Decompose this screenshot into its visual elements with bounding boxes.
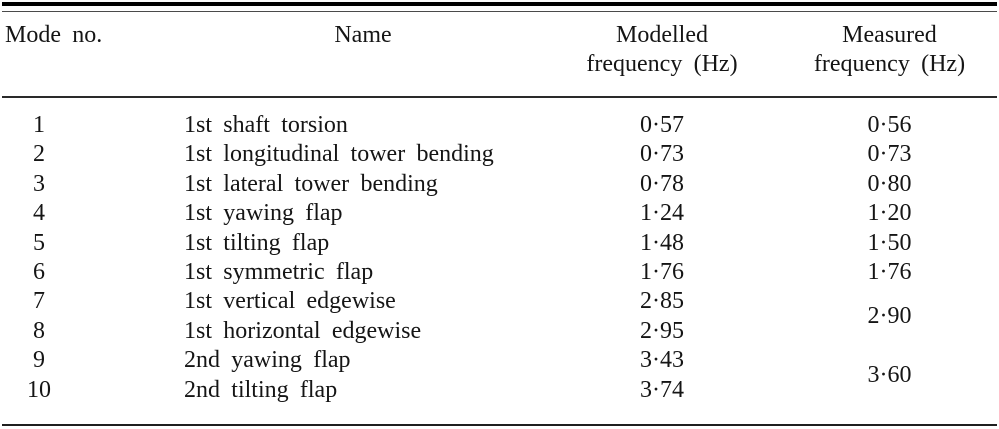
- mode-name-cell: 2nd yawing flap: [184, 347, 351, 374]
- header-name: Name: [122, 12, 542, 98]
- mode-name-cell: 1st shaft torsion: [184, 112, 348, 138]
- frequency-table: Mode no. Name Modelled frequency (Hz) Me…: [2, 12, 997, 405]
- mode-no-cell: 3: [33, 170, 45, 197]
- bottom-rule: [2, 424, 997, 427]
- table-row: 5 1st tilting flap 1·48 1·50: [2, 229, 997, 258]
- mode-name-cell: 1st yawing flap: [184, 200, 343, 227]
- measured-frequency-cell: 0·73: [867, 141, 912, 168]
- header-modelled-line1: Modelled: [616, 22, 708, 48]
- header-modelled-frequency: Modelled frequency (Hz): [542, 12, 782, 98]
- modelled-frequency-cell: 1·48: [640, 229, 684, 256]
- modelled-frequency-cell: 0·57: [640, 112, 684, 138]
- header-mode-no: Mode no.: [2, 12, 122, 98]
- mode-name-cell: 1st horizontal edgewise: [184, 317, 422, 344]
- top-rule-thick: [2, 2, 997, 6]
- table-row: 9 2nd yawing flap 3·43 3·60: [2, 346, 997, 388]
- table-row: 2 1st longitudinal tower bending 0·73 0·73: [2, 140, 997, 169]
- measured-frequency-cell: 2·90: [867, 303, 912, 330]
- mode-name-cell: 1st vertical edgewise: [184, 288, 396, 315]
- table-row: 3 1st lateral tower bending 0·78 0·80: [2, 170, 997, 199]
- mode-name-cell: 1st lateral tower bending: [184, 170, 438, 197]
- modelled-frequency-cell: 3·74: [640, 376, 684, 403]
- modelled-frequency-cell: 3·43: [640, 347, 684, 374]
- measured-frequency-cell: 3·60: [867, 361, 912, 388]
- mode-name-cell: 2nd tilting flap: [184, 376, 338, 403]
- table-header: Mode no. Name Modelled frequency (Hz) Me…: [2, 12, 997, 98]
- measured-frequency-cell: 1·76: [867, 259, 912, 286]
- mode-no-cell: 4: [33, 200, 45, 227]
- mode-no-cell: 5: [33, 229, 45, 256]
- header-measured-line1: Measured: [842, 22, 937, 48]
- table-body: 1 1st shaft torsion 0·57 0·56 2 1st longitudi…: [2, 97, 997, 405]
- mode-no-cell: 6: [33, 259, 45, 286]
- mode-no-cell: 7: [33, 288, 45, 315]
- mode-no-cell: 1: [33, 112, 45, 138]
- mode-no-cell: 8: [33, 317, 45, 344]
- table-row: 10 2nd tilting flap 3·74: [2, 376, 997, 405]
- modelled-frequency-cell: 0·73: [640, 141, 684, 168]
- modelled-frequency-cell: 0·78: [640, 170, 684, 197]
- modelled-frequency-cell: 2·95: [640, 317, 684, 344]
- top-rule-thin: [2, 11, 997, 12]
- mode-name-cell: 1st longitudinal tower bending: [184, 141, 494, 168]
- mode-name-cell: 1st tilting flap: [184, 229, 330, 256]
- modelled-frequency-cell: 2·85: [640, 288, 684, 315]
- mode-no-cell: 10: [27, 376, 51, 403]
- mode-name-cell: 1st symmetric flap: [184, 259, 374, 286]
- header-measured-line2: frequency (Hz): [813, 51, 966, 77]
- measured-frequency-cell: 1·20: [867, 200, 912, 227]
- table-row: 1 1st shaft torsion 0·57 0·56: [2, 97, 997, 140]
- mode-no-cell: 9: [33, 347, 45, 374]
- header-row: Mode no. Name Modelled frequency (Hz) Me…: [2, 12, 997, 98]
- measured-frequency-cell: 1·50: [867, 229, 912, 256]
- modelled-frequency-cell: 1·76: [640, 259, 684, 286]
- table-row: 7 1st vertical edgewise 2·85 2·90: [2, 287, 997, 329]
- measured-frequency-cell: 0·80: [867, 170, 912, 197]
- header-modelled-line2: frequency (Hz): [586, 51, 738, 77]
- modelled-frequency-cell: 1·24: [640, 200, 684, 227]
- measured-frequency-cell: 0·56: [867, 112, 912, 138]
- table-row: 8 1st horizontal edgewise 2·95: [2, 317, 997, 346]
- table-row: 6 1st symmetric flap 1·76 1·76: [2, 258, 997, 287]
- mode-no-cell: 2: [33, 141, 45, 168]
- table-row: 4 1st yawing flap 1·24 1·20: [2, 199, 997, 228]
- header-measured-frequency: Measured frequency (Hz): [782, 12, 997, 98]
